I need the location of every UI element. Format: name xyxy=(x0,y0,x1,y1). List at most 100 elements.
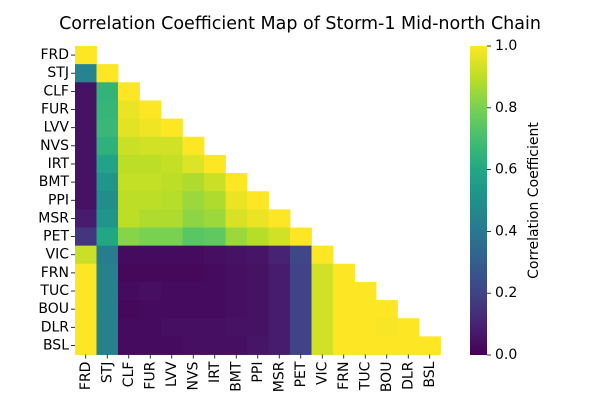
heatmap-cell xyxy=(139,118,162,138)
heatmap-cell xyxy=(225,227,248,247)
heatmap-cell xyxy=(354,336,377,355)
heatmap-cell xyxy=(161,118,183,138)
heatmap-cell xyxy=(96,209,119,228)
heatmap-cell xyxy=(311,318,334,337)
heatmap-cell xyxy=(333,336,355,355)
heatmap-cell xyxy=(139,300,162,319)
heatmap-cell xyxy=(204,336,226,355)
heatmap-cell xyxy=(96,118,119,138)
heatmap-cell xyxy=(75,173,97,192)
heatmap-cell xyxy=(311,281,334,301)
heatmap-cell xyxy=(139,173,162,192)
heatmap-cell xyxy=(225,209,248,228)
heatmap-cell xyxy=(182,227,205,247)
heatmap-cell xyxy=(139,154,162,174)
heatmap-cell xyxy=(118,336,140,355)
row-tick-label: MSR xyxy=(38,210,69,226)
heatmap-cell xyxy=(75,227,97,247)
column-tick-label: NVS xyxy=(185,361,201,390)
heatmap-cell xyxy=(225,245,248,265)
heatmap-cell xyxy=(311,245,334,265)
heatmap-cell xyxy=(247,209,269,228)
heatmap-cell xyxy=(96,227,119,247)
heatmap-cell xyxy=(204,191,226,210)
heatmap-cell xyxy=(225,263,248,283)
heatmap-cell xyxy=(204,173,226,192)
heatmap-cell xyxy=(290,245,312,265)
row-tick-label: VIC xyxy=(46,247,70,263)
row-tick-label: BOU xyxy=(38,301,69,317)
heatmap-cell xyxy=(182,336,205,355)
heatmap-cell xyxy=(311,336,334,355)
heatmap-cell xyxy=(225,173,248,192)
heatmap-cell xyxy=(204,300,226,319)
heatmap-cell xyxy=(354,281,377,301)
heatmap-cell xyxy=(139,100,162,119)
heatmap-cell xyxy=(75,300,97,319)
heatmap-cell xyxy=(182,318,205,337)
heatmap-cell xyxy=(161,336,183,355)
heatmap-cell xyxy=(118,191,140,210)
row-tick-label: CLF xyxy=(43,83,69,99)
heatmap-cell xyxy=(182,300,205,319)
heatmap-cell xyxy=(118,300,140,319)
heatmap-cell xyxy=(139,191,162,210)
column-tick-label: IRT xyxy=(207,361,223,383)
heatmap-cell xyxy=(333,300,355,319)
heatmap-cells xyxy=(75,46,441,355)
heatmap-cell xyxy=(75,191,97,210)
heatmap-cell xyxy=(96,136,119,156)
row-tick-label: FRD xyxy=(40,47,69,63)
heatmap-cell xyxy=(96,318,119,337)
row-tick-label: PET xyxy=(43,229,69,245)
column-tick-label: FRD xyxy=(78,362,94,391)
heatmap-cell xyxy=(118,154,140,174)
heatmap-cell xyxy=(118,100,140,119)
colorbar-tick-label: 0.2 xyxy=(495,285,517,301)
heatmap-cell xyxy=(204,209,226,228)
heatmap-cell xyxy=(225,300,248,319)
colorbar-tick-label: 0.4 xyxy=(495,223,517,239)
heatmap-cell xyxy=(118,263,140,283)
row-tick-label: TUC xyxy=(39,283,69,299)
heatmap-cell xyxy=(139,263,162,283)
heatmap-cell xyxy=(118,82,140,101)
heatmap-cell xyxy=(204,281,226,301)
heatmap-cell xyxy=(376,336,398,355)
heatmap-cell xyxy=(161,154,183,174)
heatmap-cell xyxy=(376,318,398,337)
heatmap-cell xyxy=(247,318,269,337)
heatmap-cell xyxy=(75,64,97,83)
heatmap-cell xyxy=(96,263,119,283)
heatmap-cell xyxy=(161,136,183,156)
heatmap-cell xyxy=(75,100,97,119)
heatmap-cell xyxy=(225,318,248,337)
heatmap-cell xyxy=(75,82,97,101)
heatmap-cell xyxy=(247,191,269,210)
colorbar: 0.0 0.2 0.4 0.6 0.8 1.0 Correlation Coefficien… xyxy=(470,38,542,363)
row-labels: FRD STJ CLF FUR LVV NVS IRT BMT PPI MSR PET VIC FRN T… xyxy=(38,47,75,353)
heatmap-cell xyxy=(118,281,140,301)
column-tick-label: PPI xyxy=(250,362,266,383)
row-tick-label: IRT xyxy=(48,156,70,172)
heatmap-cell xyxy=(96,336,119,355)
heatmap-cell xyxy=(118,136,140,156)
heatmap-cell xyxy=(354,318,377,337)
heatmap-cell xyxy=(268,336,291,355)
heatmap-cell xyxy=(290,336,312,355)
heatmap-cell xyxy=(139,336,162,355)
column-tick-label: STJ xyxy=(99,362,115,384)
heatmap-cell xyxy=(182,173,205,192)
heatmap-cell xyxy=(268,300,291,319)
heatmap-cell xyxy=(161,318,183,337)
heatmap-cell xyxy=(333,263,355,283)
heatmap-cell xyxy=(182,154,205,174)
column-tick-label: CLF xyxy=(121,362,137,388)
heatmap-cell xyxy=(118,173,140,192)
heatmap-cell xyxy=(139,227,162,247)
heatmap-cell xyxy=(75,245,97,265)
heatmap-cell xyxy=(96,300,119,319)
heatmap-cell xyxy=(161,245,183,265)
column-tick-label: VIC xyxy=(314,361,330,385)
row-tick-label: STJ xyxy=(47,65,69,81)
